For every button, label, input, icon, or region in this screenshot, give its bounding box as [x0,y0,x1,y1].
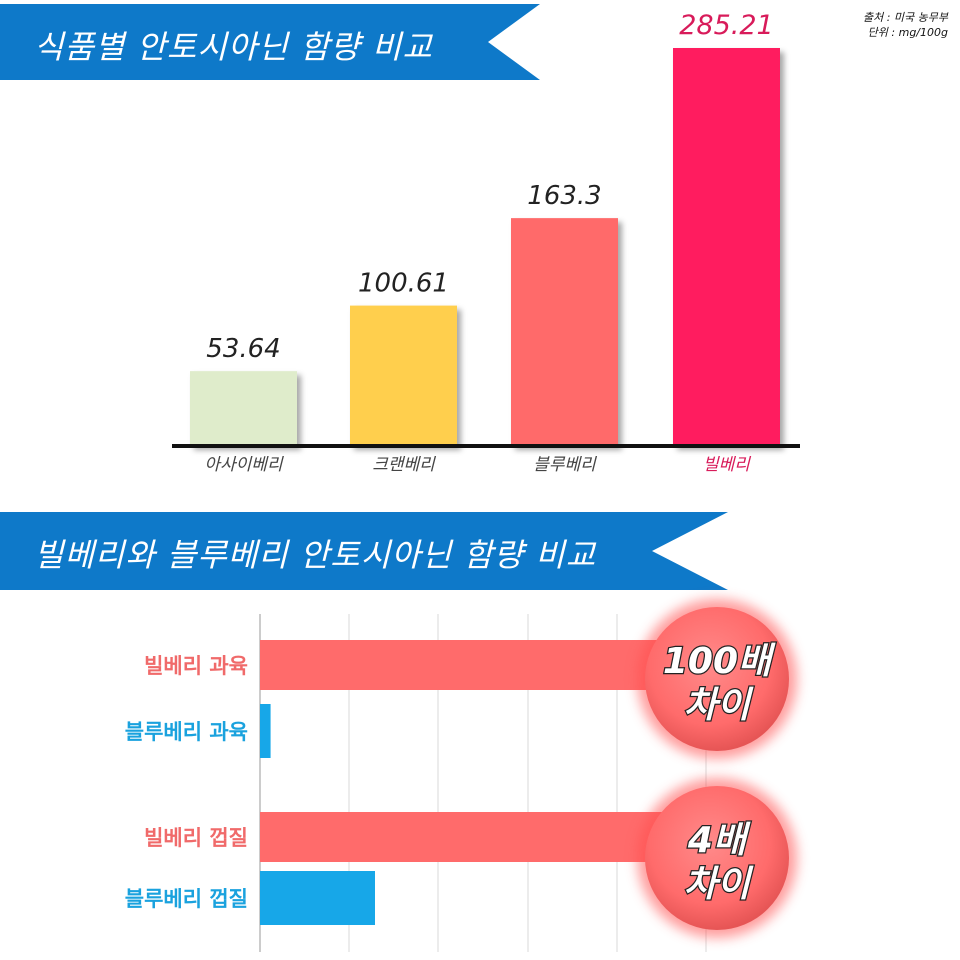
category-label-1: 아사이베리 [204,455,284,475]
hbar-label-2: 블루베리 과육 [125,720,248,744]
callout-text-1-1: 100배 [663,641,776,682]
source-text: 출처 : 미국 농무부 [862,11,948,24]
chart-1-title: 식품별 안토시아닌 함량 비교 [34,28,433,66]
callout-bubble-2 [645,786,789,930]
value-label-3: 163.3 [527,181,601,211]
chart-2-title: 빌베리와 블루베리 안토시아닌 함량 비교 [34,536,597,574]
category-label-2: 크랜베리 [372,455,436,475]
hbar-label-1: 빌베리 과육 [144,654,248,678]
top-banner [0,4,540,80]
callout-text-1-2: 차이 [684,685,754,726]
value-label-4: 285.21 [679,10,773,41]
callout-bubble-1 [645,607,789,751]
source-note: 출처 : 미국 농무부 단위 : mg/100g [863,10,948,40]
bottom-banner [0,512,728,590]
value-label-1: 53.64 [206,334,280,364]
bar-2 [350,305,457,446]
bar-4 [673,48,780,446]
callout-text-2-2: 차이 [684,864,754,905]
category-label-3: 블루베리 [533,455,597,475]
value-label-2: 100.61 [358,269,449,299]
unit-text: 단위 : mg/100g [867,26,948,39]
hbar-2 [260,704,271,758]
bar-1 [190,371,297,446]
hbar-label-4: 블루베리 껍질 [125,887,248,911]
hbar-label-3: 빌베리 껍질 [144,826,248,850]
hbar-4 [260,871,375,925]
category-label-4: 빌베리 [703,455,751,475]
bar-3 [511,218,618,446]
callout-text-2-1: 4배 [687,820,751,861]
